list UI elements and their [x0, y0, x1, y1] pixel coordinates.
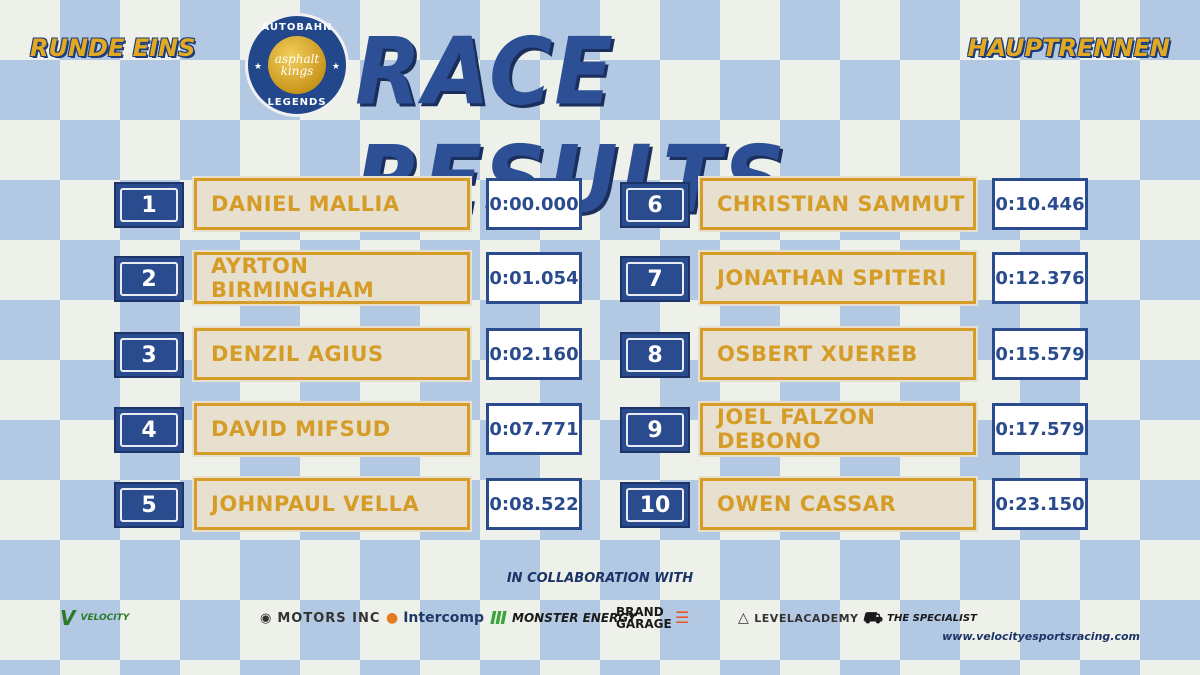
velocity-v-icon: V: [60, 606, 76, 630]
driver-name: JOEL FALZON DEBONO: [698, 401, 978, 457]
motors-inc-logo: ◉ MOTORS INC: [260, 610, 381, 626]
brand-garage-logo: BRAND GARAGE ☰: [616, 605, 690, 631]
star-icon: ★: [331, 62, 340, 72]
driver-name: CHRISTIAN SAMMUT: [698, 176, 978, 232]
round-label: RUNDE EINS: [30, 34, 196, 62]
race-time: 0:01.054: [486, 252, 582, 304]
race-time: 0:10.446: [992, 178, 1088, 230]
position-badge: 5: [114, 482, 184, 528]
position-badge: 1: [114, 182, 184, 228]
race-time: 0:23.150: [992, 478, 1088, 530]
brand-stripes-icon: ☰: [675, 608, 690, 627]
position-badge: 3: [114, 332, 184, 378]
position-badge: 7: [620, 256, 690, 302]
race-time: 0:07.771: [486, 403, 582, 455]
website-link[interactable]: www.velocityesportsracing.com: [942, 630, 1140, 643]
race-time: 0:00.000: [486, 178, 582, 230]
driver-name: DENZIL AGIUS: [192, 326, 472, 382]
race-time: 0:02.160: [486, 328, 582, 380]
car-icon: ⛟: [862, 607, 883, 627]
autobahn-legends-logo: AUTOBAHN ★ ★ asphalt kings LEGENDS: [245, 13, 349, 117]
collaboration-label: IN COLLABORATION WITH: [506, 571, 694, 586]
driver-name: AYRTON BIRMINGHAM: [192, 250, 472, 306]
monster-energy-logo: Ⅲ MONSTER ENERGY: [490, 607, 637, 629]
intercomp-icon: ●: [386, 610, 399, 626]
driver-name: OSBERT XUEREB: [698, 326, 978, 382]
race-time: 0:17.579: [992, 403, 1088, 455]
heat-label: HAUPTRENNEN: [967, 34, 1170, 62]
position-badge: 2: [114, 256, 184, 302]
motors-circle-icon: ◉: [260, 610, 273, 626]
level-academy-logo: △ LEVELACADEMY: [738, 610, 859, 626]
logo-top-text: AUTOBAHN: [261, 22, 333, 33]
race-time: 0:08.522: [486, 478, 582, 530]
driver-name: OWEN CASSAR: [698, 476, 978, 532]
velocity-logo: V VELOCITY: [60, 606, 130, 630]
driver-name: JONATHAN SPITERI: [698, 250, 978, 306]
position-badge: 8: [620, 332, 690, 378]
level-triangle-icon: △: [738, 610, 750, 626]
logo-bottom-text: LEGENDS: [267, 97, 327, 108]
driver-name: DANIEL MALLIA: [192, 176, 472, 232]
logo-center-text: asphalt kings: [268, 36, 326, 94]
star-icon: ★: [254, 62, 263, 72]
the-specialist-logo: ⛟ THE SPECIALIST: [862, 607, 977, 627]
monster-claw-icon: Ⅲ: [490, 607, 508, 629]
page-title: RACE RESULTS: [355, 17, 785, 234]
position-badge: 6: [620, 182, 690, 228]
position-badge: 9: [620, 407, 690, 453]
intercomp-logo: ● Intercomp: [386, 610, 485, 626]
driver-name: DAVID MIFSUD: [192, 401, 472, 457]
position-badge: 4: [114, 407, 184, 453]
race-time: 0:12.376: [992, 252, 1088, 304]
position-badge: 10: [620, 482, 690, 528]
driver-name: JOHNPAUL VELLA: [192, 476, 472, 532]
race-time: 0:15.579: [992, 328, 1088, 380]
